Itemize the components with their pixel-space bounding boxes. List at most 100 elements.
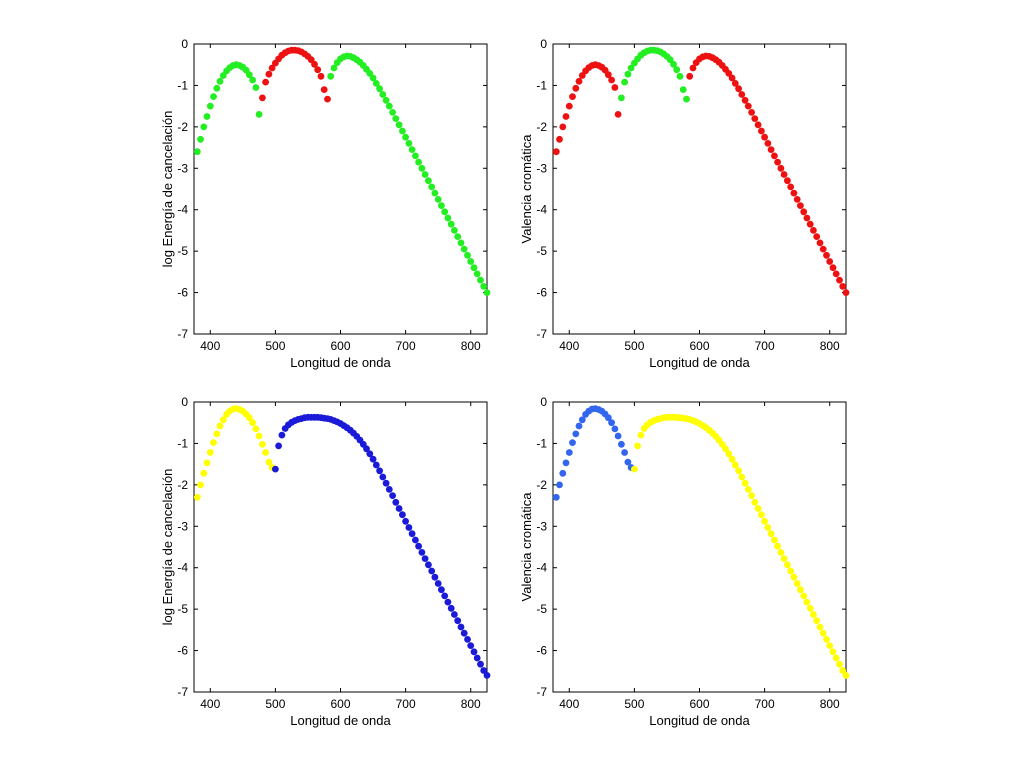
data-point xyxy=(569,439,576,446)
data-point xyxy=(618,440,625,448)
x-tick-label: 600 xyxy=(689,697,709,711)
data-point xyxy=(395,121,403,129)
data-point xyxy=(787,183,795,191)
y-tick-label: -5 xyxy=(536,602,547,616)
y-tick-label: -7 xyxy=(177,685,188,699)
data-point xyxy=(480,667,488,674)
data-point xyxy=(552,148,560,156)
data-point xyxy=(265,458,273,466)
y-axis-label: log Energía de cancelación xyxy=(160,469,175,626)
data-point xyxy=(372,461,380,469)
data-point xyxy=(447,604,455,612)
data-point xyxy=(819,629,827,637)
data-point xyxy=(803,214,811,222)
data-point xyxy=(621,78,628,86)
data-point xyxy=(751,498,759,506)
data-point xyxy=(744,102,752,110)
data-point xyxy=(434,580,442,587)
data-point xyxy=(777,164,785,172)
y-tick-label: -7 xyxy=(536,327,547,341)
data-point xyxy=(421,171,429,178)
data-point xyxy=(621,449,628,456)
series-segment-green xyxy=(193,61,263,156)
data-point xyxy=(836,660,843,668)
data-point xyxy=(634,442,641,450)
data-point xyxy=(389,109,396,116)
data-point xyxy=(810,611,817,618)
data-point xyxy=(213,430,221,438)
data-point xyxy=(559,123,567,131)
y-tick-label: -6 xyxy=(177,286,188,300)
y-tick-label: -2 xyxy=(536,478,547,492)
data-point xyxy=(320,86,328,93)
y-tick-label: -4 xyxy=(177,561,188,575)
data-point xyxy=(425,177,432,185)
x-tick-label: 800 xyxy=(461,697,481,711)
data-point xyxy=(464,251,471,259)
data-point xyxy=(741,96,749,104)
data-point xyxy=(771,152,778,160)
series-segment-green xyxy=(618,46,690,103)
data-point xyxy=(741,479,749,487)
x-tick-label: 700 xyxy=(396,339,416,353)
data-point xyxy=(464,636,471,643)
x-tick-label: 600 xyxy=(330,339,350,353)
data-point xyxy=(372,80,380,87)
data-point xyxy=(405,524,413,531)
data-point xyxy=(810,227,817,234)
chart-panel-top-right: 400 500 600 700 800 0 -1 -2 -3 -4 -5 -6 -7 Longitud d… xyxy=(519,37,850,370)
data-point xyxy=(806,220,814,228)
data-point xyxy=(787,567,795,575)
data-point xyxy=(389,492,396,499)
data-point xyxy=(774,158,781,166)
y-tick-label: -4 xyxy=(177,203,188,217)
data-point xyxy=(441,208,449,216)
data-point xyxy=(670,60,677,68)
data-point xyxy=(611,425,619,433)
data-point xyxy=(265,70,273,78)
data-point xyxy=(385,486,393,493)
data-point xyxy=(441,592,449,600)
y-tick-label: 0 xyxy=(181,37,188,51)
x-axis-label: Longitud de onda xyxy=(290,355,391,370)
data-point xyxy=(457,623,465,631)
plot-frame xyxy=(552,401,847,693)
data-point xyxy=(219,416,227,424)
data-point xyxy=(330,64,338,72)
y-tick-label: -5 xyxy=(536,244,547,258)
data-point xyxy=(823,636,830,643)
y-tick-label: -6 xyxy=(177,644,188,658)
data-point xyxy=(744,486,752,493)
data-point xyxy=(376,85,383,93)
data-point xyxy=(451,227,458,234)
x-axis-label: Longitud de onda xyxy=(290,713,391,728)
data-point xyxy=(438,202,445,210)
data-point xyxy=(255,111,263,118)
series-segment-red xyxy=(259,46,331,103)
data-point xyxy=(790,573,798,581)
data-point xyxy=(735,467,742,475)
data-point xyxy=(216,422,224,430)
data-point xyxy=(836,276,843,284)
y-tick-label: -1 xyxy=(536,436,547,450)
data-point xyxy=(797,202,804,210)
data-point xyxy=(431,189,439,197)
data-point xyxy=(839,283,847,290)
data-point xyxy=(460,629,468,637)
x-axis-label: Longitud de onda xyxy=(649,713,750,728)
data-point xyxy=(842,289,850,296)
data-point xyxy=(758,127,765,135)
x-tick-label: 500 xyxy=(624,339,644,353)
data-point xyxy=(575,77,583,85)
data-point xyxy=(565,449,573,456)
data-point xyxy=(412,536,419,544)
data-point xyxy=(405,140,413,147)
data-point xyxy=(245,71,253,79)
data-point xyxy=(748,492,755,499)
data-point xyxy=(608,76,615,84)
plot-frame xyxy=(193,43,488,335)
data-point xyxy=(758,511,765,519)
data-point xyxy=(829,264,837,272)
data-point xyxy=(369,455,377,463)
